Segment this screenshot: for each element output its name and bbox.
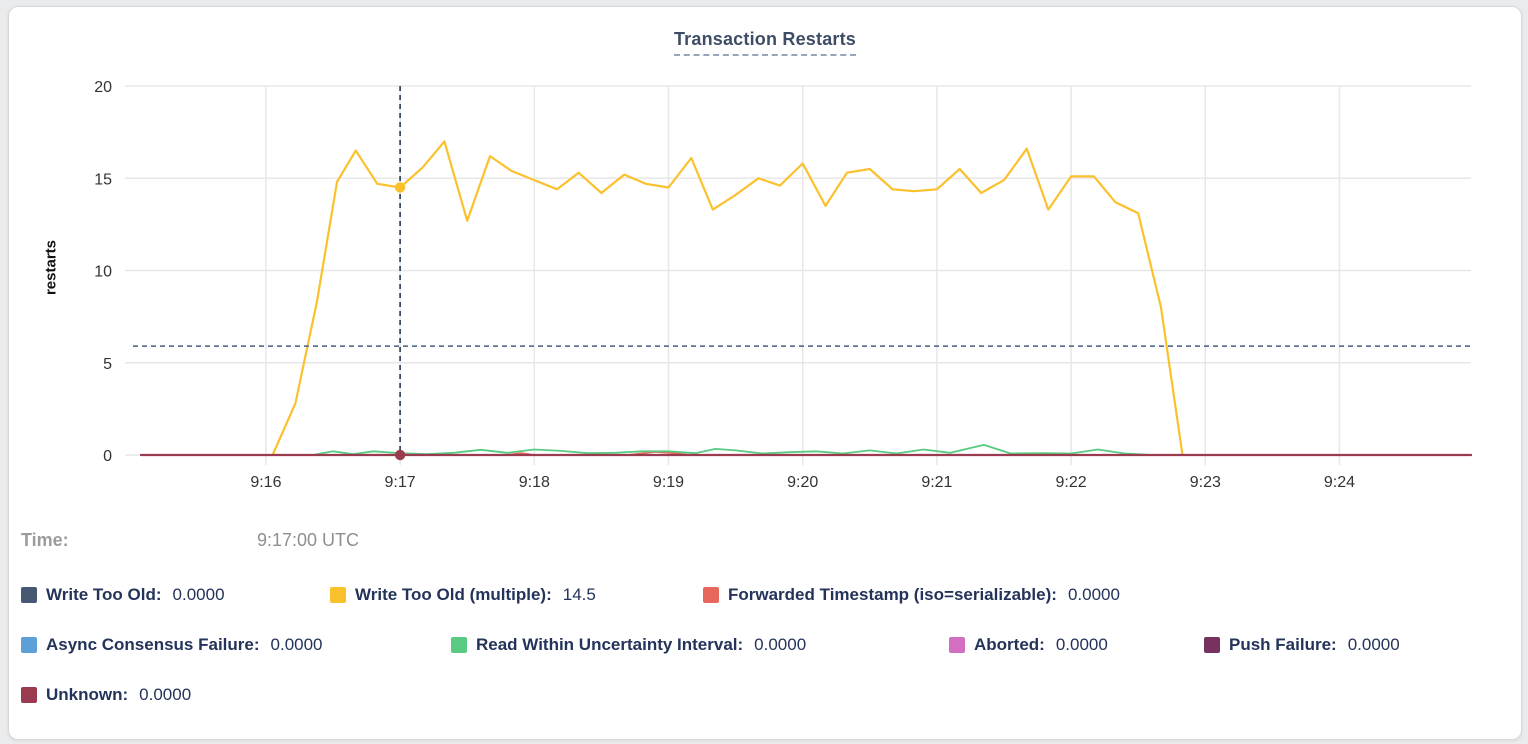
legend-row: Async Consensus Failure: 0.0000 Read Wit… xyxy=(9,635,1521,665)
legend-label: Push Failure: xyxy=(1229,635,1337,654)
legend-swatch xyxy=(451,637,467,653)
chart-card: Transaction Restarts restarts 0 5 10 15 20 9:… xyxy=(8,6,1522,740)
legend-label: Aborted: xyxy=(974,635,1045,654)
series-line-read-within-uncertainty-interval xyxy=(311,443,1153,456)
x-tick-label: 9:22 xyxy=(1056,474,1087,491)
series-line-write-too-old-multiple- xyxy=(271,140,1184,457)
x-tick-label: 9:16 xyxy=(250,474,281,491)
x-tick-label: 9:17 xyxy=(385,474,416,491)
legend-item-write-too-old: Write Too Old: 0.0000 xyxy=(21,585,225,605)
x-tick-label: 9:23 xyxy=(1190,474,1221,491)
legend-value: 0.0000 xyxy=(139,685,192,704)
legend-value: 14.5 xyxy=(562,585,596,604)
legend-item-write-too-old-multiple: Write Too Old (multiple): 14.5 xyxy=(330,585,596,605)
legend-item-read-within-uncertainty-interval: Read Within Uncertainty Interval: 0.0000 xyxy=(451,635,806,655)
legend-swatch xyxy=(949,637,965,653)
legend-swatch xyxy=(21,587,37,603)
transaction-restarts-chart[interactable]: 0 5 10 15 20 9:16 9:17 9:18 9:19 9:20 9:21 9:22 9:23… xyxy=(9,59,1521,529)
y-tick-label: 5 xyxy=(103,356,112,373)
legend-value: 0.0000 xyxy=(1347,635,1400,654)
legend-swatch xyxy=(21,637,37,653)
chart-title[interactable]: Transaction Restarts xyxy=(673,29,857,56)
legend-label: Read Within Uncertainty Interval: xyxy=(476,635,744,654)
x-tick-label: 9:21 xyxy=(921,474,952,491)
y-tick-label: 15 xyxy=(94,171,112,188)
y-tick-label: 20 xyxy=(94,79,112,96)
legend-swatch xyxy=(21,687,37,703)
time-label: Time: xyxy=(21,530,69,550)
legend-swatch xyxy=(1204,637,1220,653)
hover-time-row: Time: 9:17:00 UTC xyxy=(9,530,1521,560)
legend-item-forwarded-timestamp: Forwarded Timestamp (iso=serializable): … xyxy=(703,585,1120,605)
y-tick-label: 10 xyxy=(94,264,112,281)
hover-dot-unknown xyxy=(394,449,406,461)
hover-dot-write-too-old-multiple- xyxy=(394,182,406,193)
x-tick-label: 9:24 xyxy=(1324,474,1355,491)
legend-swatch xyxy=(703,587,719,603)
legend-label: Forwarded Timestamp (iso=serializable): xyxy=(728,585,1057,604)
x-tick-label: 9:19 xyxy=(653,474,684,491)
legend-label: Async Consensus Failure: xyxy=(46,635,260,654)
legend-row: Write Too Old: 0.0000 Write Too Old (mul… xyxy=(9,585,1521,615)
legend-value: 0.0000 xyxy=(1067,585,1120,604)
legend-swatch xyxy=(330,587,346,603)
legend-label: Write Too Old: xyxy=(46,585,162,604)
title-row: Transaction Restarts xyxy=(9,29,1521,56)
legend-value: 0.0000 xyxy=(754,635,807,654)
legend-item-aborted: Aborted: 0.0000 xyxy=(949,635,1108,655)
legend-item-push-failure: Push Failure: 0.0000 xyxy=(1204,635,1400,655)
legend-value: 0.0000 xyxy=(1055,635,1108,654)
legend-value: 0.0000 xyxy=(270,635,323,654)
legend-label: Write Too Old (multiple): xyxy=(355,585,552,604)
legend-item-async-consensus-failure: Async Consensus Failure: 0.0000 xyxy=(21,635,323,655)
legend-label: Unknown: xyxy=(46,685,129,704)
x-tick-label: 9:20 xyxy=(787,474,818,491)
legend-row: Unknown: 0.0000 xyxy=(9,685,1521,715)
x-tick-label: 9:18 xyxy=(519,474,550,491)
legend-item-unknown: Unknown: 0.0000 xyxy=(21,685,191,705)
y-tick-label: 0 xyxy=(103,448,112,465)
legend-value: 0.0000 xyxy=(172,585,225,604)
time-value: 9:17:00 UTC xyxy=(257,530,360,550)
